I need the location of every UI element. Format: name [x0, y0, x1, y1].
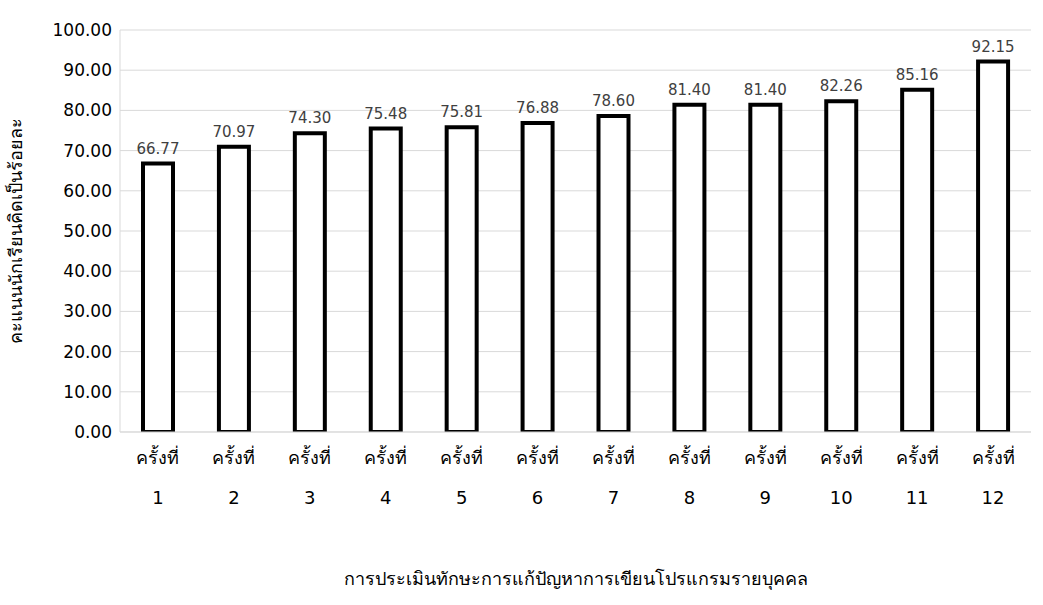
svg-text:ครั้งที่10: ครั้งที่10	[820, 445, 863, 508]
svg-text:100.00: 100.00	[53, 20, 112, 40]
svg-text:81.40: 81.40	[668, 81, 711, 99]
svg-text:74.30: 74.30	[288, 109, 331, 127]
svg-text:40.00: 40.00	[63, 261, 112, 281]
svg-text:ครั้งที่5: ครั้งที่5	[440, 445, 483, 508]
svg-text:ครั้งที่12: ครั้งที่12	[972, 445, 1015, 508]
svg-text:75.48: 75.48	[364, 105, 407, 123]
svg-text:0.00: 0.00	[74, 422, 112, 442]
svg-text:85.16: 85.16	[896, 66, 939, 84]
svg-text:ครั้งที่3: ครั้งที่3	[288, 445, 331, 508]
svg-text:82.26: 82.26	[820, 77, 863, 95]
svg-text:ครั้งที่8: ครั้งที่8	[668, 445, 711, 508]
svg-text:92.15: 92.15	[972, 38, 1015, 56]
svg-text:ครั้งที่7: ครั้งที่7	[592, 445, 635, 508]
svg-text:ครั้งที่2: ครั้งที่2	[212, 445, 255, 508]
svg-text:66.77: 66.77	[137, 140, 180, 158]
svg-text:คะแนนนักเรียนคิดเป็นร้อยละ: คะแนนนักเรียนคิดเป็นร้อยละ	[4, 118, 26, 344]
svg-text:การประเมินทักษะการแก้ปัญหาการเ: การประเมินทักษะการแก้ปัญหาการเขียนโปรแกร…	[344, 568, 808, 590]
svg-text:70.97: 70.97	[212, 123, 255, 141]
svg-text:60.00: 60.00	[63, 181, 112, 201]
svg-text:20.00: 20.00	[63, 342, 112, 362]
svg-text:10.00: 10.00	[63, 382, 112, 402]
svg-text:30.00: 30.00	[63, 301, 112, 321]
svg-text:78.60: 78.60	[592, 92, 635, 110]
svg-text:90.00: 90.00	[63, 60, 112, 80]
svg-text:ครั้งที่9: ครั้งที่9	[744, 445, 787, 508]
svg-text:80.00: 80.00	[63, 100, 112, 120]
svg-text:ครั้งที่4: ครั้งที่4	[364, 445, 407, 508]
svg-text:76.88: 76.88	[516, 99, 559, 117]
svg-text:50.00: 50.00	[63, 221, 112, 241]
svg-text:ครั้งที่1: ครั้งที่1	[136, 445, 179, 508]
svg-text:70.00: 70.00	[63, 141, 112, 161]
svg-text:ครั้งที่11: ครั้งที่11	[896, 445, 939, 508]
svg-text:ครั้งที่6: ครั้งที่6	[516, 445, 559, 508]
svg-text:81.40: 81.40	[744, 81, 787, 99]
svg-text:75.81: 75.81	[440, 103, 483, 121]
